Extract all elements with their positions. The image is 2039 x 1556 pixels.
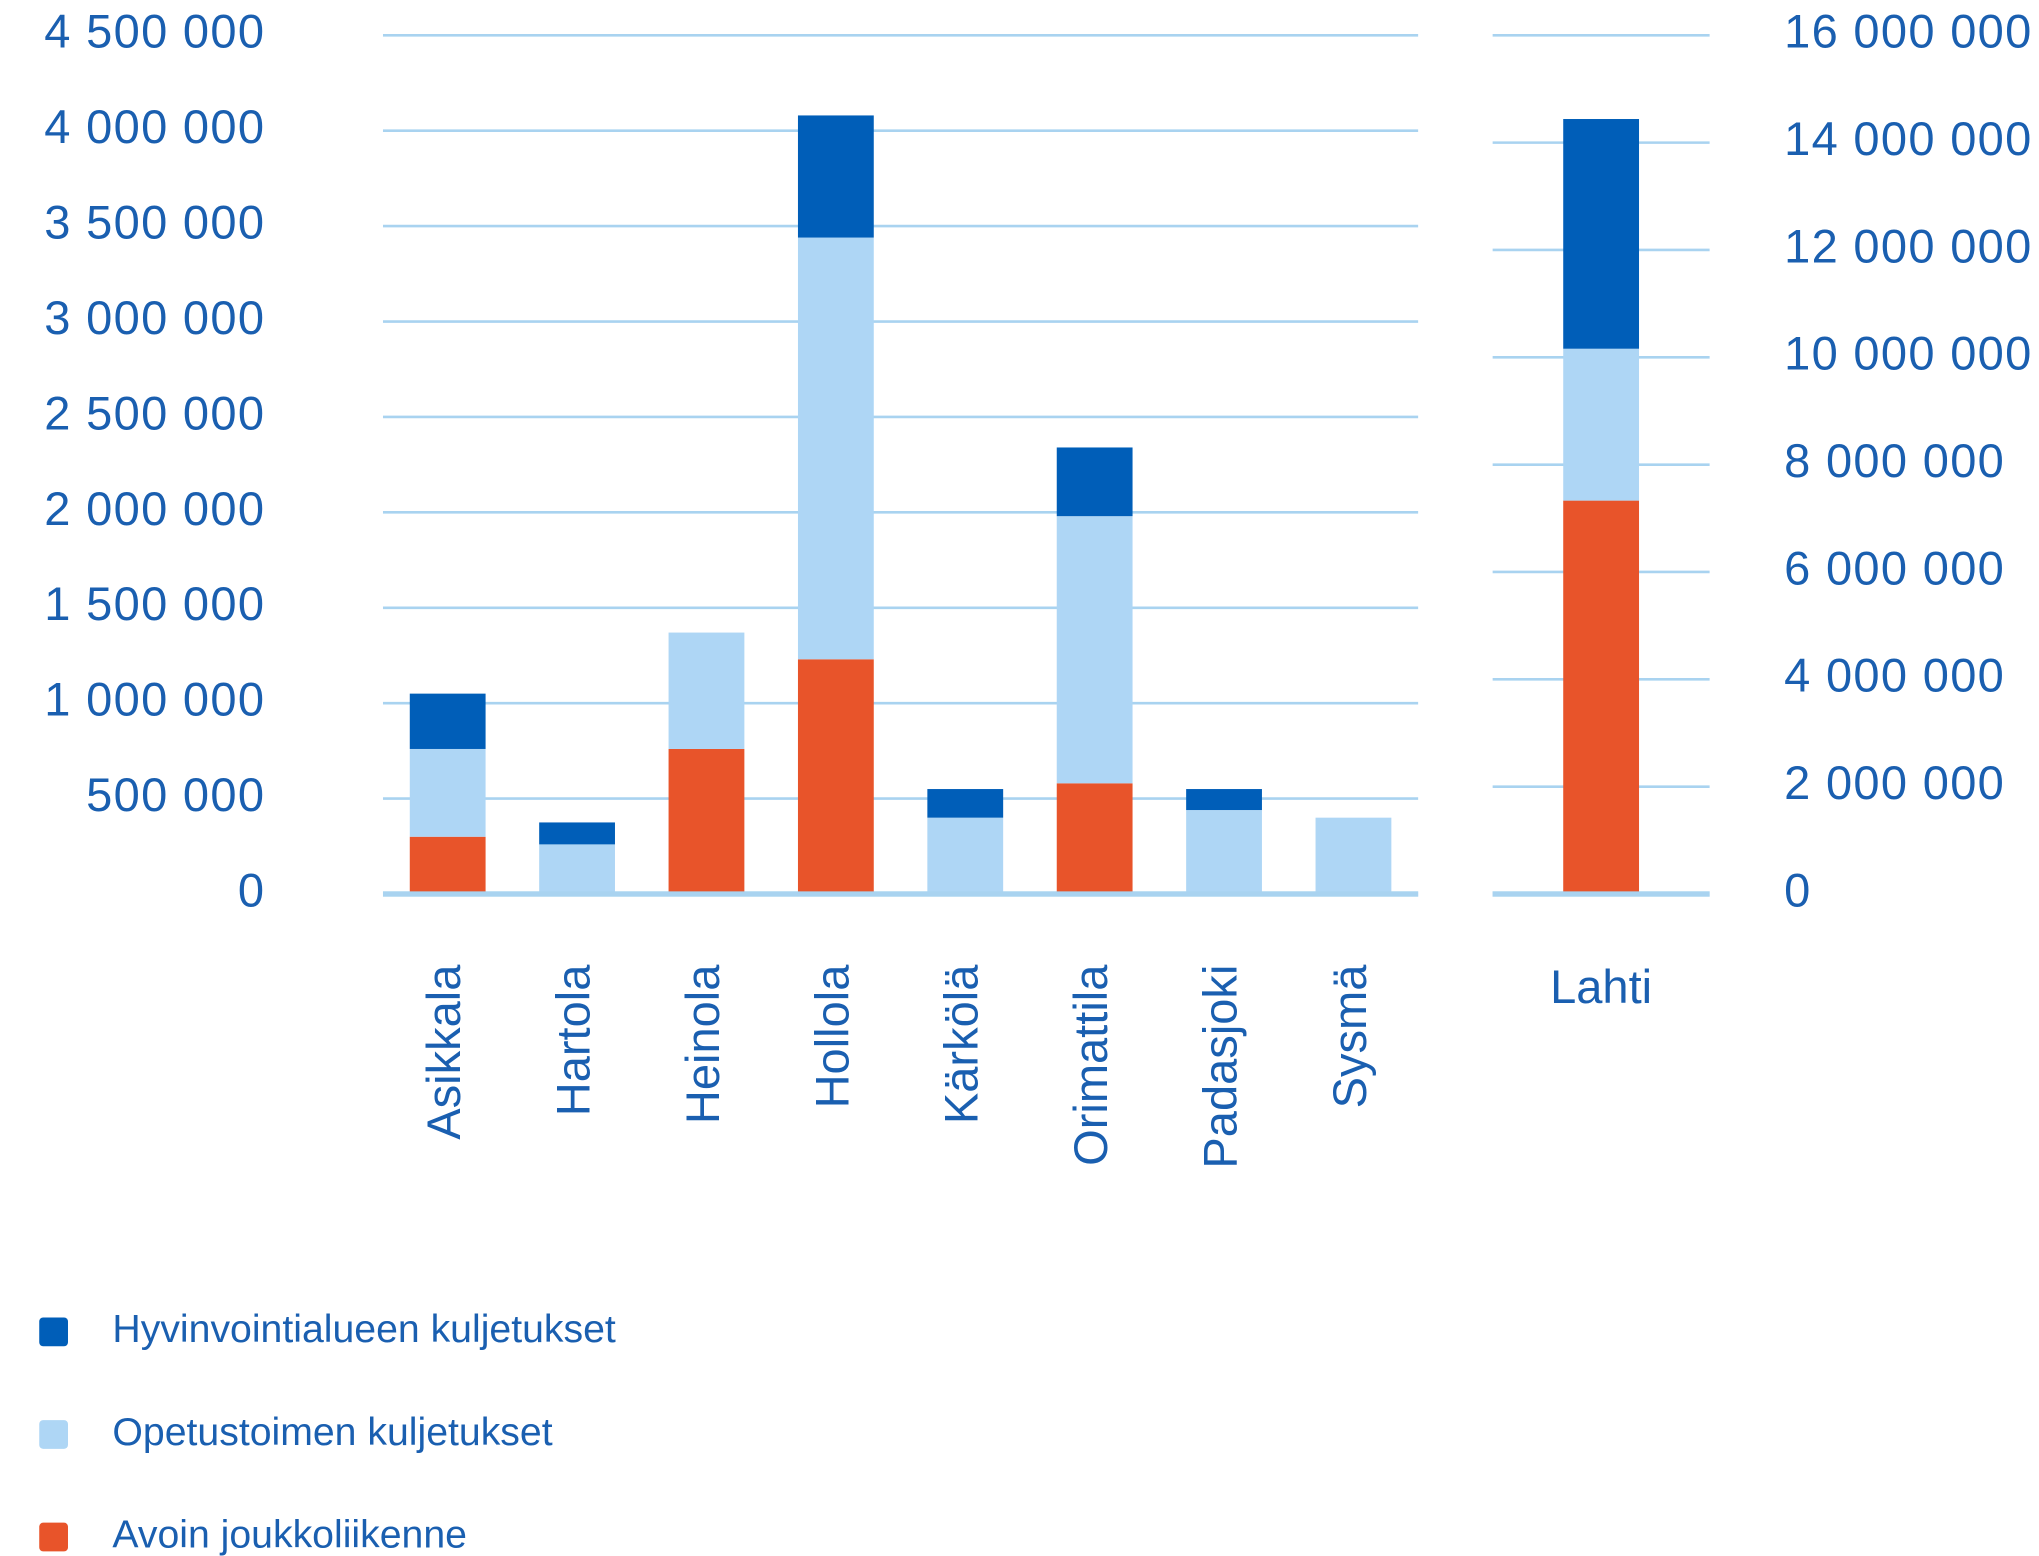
x-tick-label: Padasjoki xyxy=(1193,965,1246,1169)
bar-segment xyxy=(409,693,486,749)
bar-segment xyxy=(539,822,615,845)
y-tick-label: 6 000 000 xyxy=(1784,541,2005,594)
y-tick-label: 4 500 000 xyxy=(44,5,265,58)
y-tick-label: 16 000 000 xyxy=(1784,5,2033,58)
bar-segment xyxy=(1056,783,1133,894)
y-tick-label: 3 000 000 xyxy=(44,291,265,344)
legend-swatch xyxy=(39,1420,68,1449)
y-tick-label: 2 500 000 xyxy=(44,386,265,439)
y-tick-label: 2 000 000 xyxy=(44,482,265,535)
y-tick-label: 0 xyxy=(238,863,265,916)
bar-segment xyxy=(1563,500,1640,894)
x-tick-label: Orimattila xyxy=(1064,964,1117,1166)
y-tick-label: 4 000 000 xyxy=(1784,649,2005,702)
bar-segment xyxy=(1563,348,1640,501)
y-tick-label: 4 000 000 xyxy=(44,100,265,153)
y-tick-label: 14 000 000 xyxy=(1784,112,2033,165)
bar-segment xyxy=(797,115,874,238)
x-tick-label: Heinola xyxy=(676,964,729,1124)
bar-segment xyxy=(1563,119,1640,349)
bar-segment xyxy=(539,844,615,894)
bar-segment xyxy=(927,789,1004,818)
y-tick-label: 8 000 000 xyxy=(1784,434,2005,487)
bar-segment xyxy=(1186,810,1262,894)
bar-segment xyxy=(1315,817,1392,894)
x-tick-label: Hartola xyxy=(546,964,599,1116)
bar-segment xyxy=(1056,516,1133,784)
x-tick-label: Hollola xyxy=(805,964,858,1109)
bar-segment xyxy=(797,659,874,894)
y-tick-label: 500 000 xyxy=(86,768,265,821)
y-tick-label: 1 000 000 xyxy=(44,673,265,726)
bar-segment xyxy=(797,237,874,660)
x-tick-label: Kärkölä xyxy=(935,964,988,1124)
bar-segment xyxy=(668,748,745,894)
legend-label: Hyvinvointialueen kuljetukset xyxy=(112,1308,615,1351)
y-tick-label: 3 500 000 xyxy=(44,196,265,249)
y-tick-label: 12 000 000 xyxy=(1784,219,2033,272)
x-tick-label: Lahti xyxy=(1550,960,1652,1013)
bar-segment xyxy=(409,748,486,837)
x-tick-label: Sysmä xyxy=(1323,964,1376,1109)
legend-label: Avoin joukkoliikenne xyxy=(112,1513,467,1556)
y-tick-label: 10 000 000 xyxy=(1784,327,2033,380)
y-tick-label: 0 xyxy=(1784,863,1811,916)
bar-segment xyxy=(1186,789,1262,811)
legend-swatch xyxy=(39,1522,68,1552)
legend-label: Opetustoimen kuljetukset xyxy=(112,1411,552,1454)
legend-swatch xyxy=(39,1317,68,1347)
y-tick-label: 1 500 000 xyxy=(44,577,265,630)
bar-segment xyxy=(409,836,486,894)
bar-segment xyxy=(668,632,745,749)
bar-segment xyxy=(1056,447,1133,517)
bar-segment xyxy=(927,817,1004,894)
x-tick-label: Asikkala xyxy=(417,964,470,1140)
y-tick-label: 2 000 000 xyxy=(1784,756,2005,809)
